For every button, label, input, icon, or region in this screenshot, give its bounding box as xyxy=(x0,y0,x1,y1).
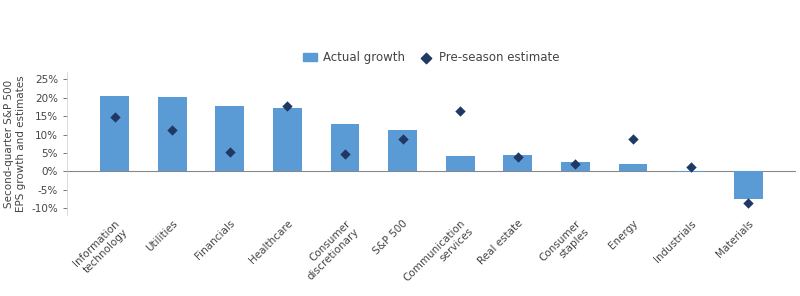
Point xyxy=(454,109,466,113)
Bar xyxy=(273,108,302,171)
Legend: Actual growth, Pre-season estimate: Actual growth, Pre-season estimate xyxy=(298,46,565,69)
Point xyxy=(511,155,524,159)
Point xyxy=(281,104,294,108)
Point xyxy=(166,128,178,132)
Bar xyxy=(676,171,705,173)
Bar xyxy=(215,106,244,171)
Bar xyxy=(100,96,129,171)
Bar xyxy=(561,162,590,171)
Bar xyxy=(446,155,474,171)
Point xyxy=(223,149,236,154)
Point xyxy=(742,201,754,206)
Point xyxy=(108,115,121,119)
Point xyxy=(396,136,409,141)
Bar xyxy=(388,130,417,171)
Y-axis label: Second-quarter S&P 500
EPS growth and estimates: Second-quarter S&P 500 EPS growth and es… xyxy=(4,75,26,212)
Point xyxy=(569,161,582,166)
Bar xyxy=(158,97,186,171)
Point xyxy=(684,164,697,169)
Bar xyxy=(734,171,762,199)
Bar xyxy=(503,155,532,171)
Bar xyxy=(330,123,359,171)
Point xyxy=(338,151,351,156)
Bar xyxy=(618,164,647,171)
Point xyxy=(626,137,639,142)
